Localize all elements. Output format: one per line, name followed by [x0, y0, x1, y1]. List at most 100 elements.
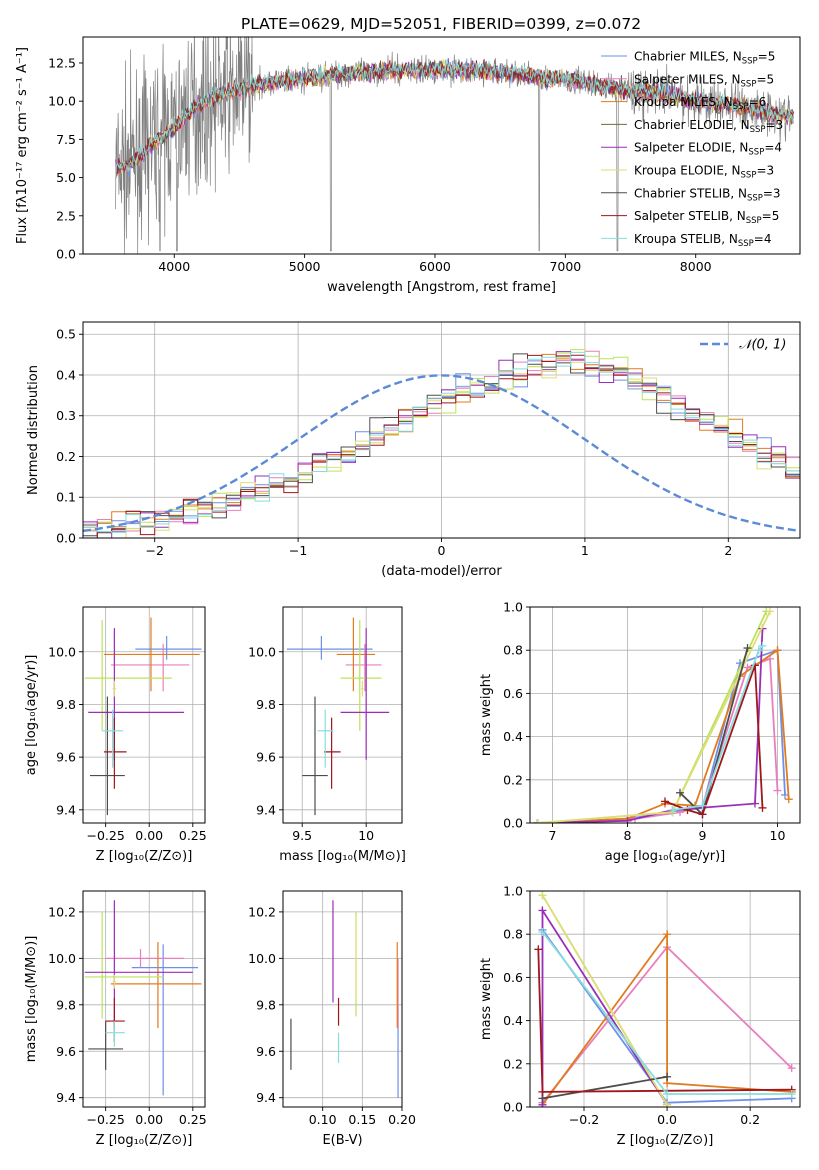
x-tick-label: 0.0: [657, 1112, 677, 1127]
plot-area-mass_vs_Z: [83, 891, 205, 1107]
y-axis-label: mass [log₁₀(M/M⊙)]: [24, 936, 39, 1063]
weight-series-line: [542, 1075, 668, 1100]
x-tick-label: −2: [145, 543, 163, 558]
x-tick-label: 10: [358, 828, 374, 843]
legend-entry: Salpeter STELIB, NSSP=5: [634, 209, 779, 226]
errorbar-point: [286, 635, 373, 660]
y-tick-label: 9.4: [256, 1090, 276, 1105]
legend-entry: 𝒩(0, 1): [739, 338, 786, 353]
weight-marker: [623, 816, 632, 823]
y-tick-label: 0.4: [503, 729, 523, 744]
weight-marker: [758, 641, 767, 650]
y-tick-label: 10.0: [248, 951, 276, 966]
panel-age_vs_Z: −0.25 0.00 0.25 9.4 9.6 9.8 10.0 Z [log₁₀(Z/Z⊙)…: [24, 606, 207, 864]
y-tick-label: 0.1: [56, 490, 76, 505]
weight-marker: [538, 928, 547, 937]
y-tick-label: 0.8: [503, 927, 523, 942]
axes-frame: [82, 606, 206, 824]
x-axis-label: age [log₁₀(age/yr)]: [605, 849, 726, 864]
x-tick-label: 0.00: [135, 828, 163, 843]
x-tick-label: 0.15: [348, 1112, 376, 1127]
y-tick-label: 9.4: [56, 802, 76, 817]
y-tick-label: 9.4: [56, 1090, 76, 1105]
errorbar-point: [103, 717, 127, 789]
x-axis-label: mass [log₁₀(M/M⊙)]: [279, 849, 406, 864]
y-tick-label: 9.8: [256, 697, 276, 712]
y-tick-label: 10.0: [48, 951, 76, 966]
axes-frame: [282, 890, 403, 1108]
axes-frame: [82, 36, 801, 255]
errorbar-point: [84, 911, 164, 1019]
panel-mass_vs_EBV: 0.10 0.15 0.20 9.4 9.6 9.8 10.0 10.2 E(B-V): [248, 890, 416, 1148]
y-tick-label: 9.8: [56, 997, 76, 1012]
y-tick-label: 5.0: [56, 170, 76, 185]
weight-marker: [663, 1090, 672, 1099]
x-tick-label: 9.5: [292, 828, 312, 843]
y-tick-label: 2.5: [56, 208, 76, 223]
y-tick-label: 0.2: [503, 1056, 523, 1071]
x-tick-label: 0.25: [179, 1112, 207, 1127]
spectrum-legend: Chabrier MILES, NSSP=5 Salpeter MILES, NS…: [601, 50, 783, 249]
weight-marker: [773, 646, 782, 655]
y-tick-label: 0.0: [56, 531, 76, 546]
errorbar-point: [340, 628, 390, 760]
y-tick-label: 0.5: [56, 327, 76, 342]
y-tick-label: 1.0: [503, 884, 523, 899]
y-tick-label: 9.8: [56, 697, 76, 712]
x-tick-label: 2: [724, 543, 732, 558]
y-tick-label: 9.8: [256, 997, 276, 1012]
y-tick-label: 10.0: [48, 94, 76, 109]
x-axis-label: Z [log₁₀(Z/Z⊙)]: [96, 849, 193, 864]
weight-series-line: [672, 645, 764, 811]
plot-area-weight_vs_age: [530, 607, 800, 823]
errorbar-point: [135, 635, 202, 660]
x-tick-label: 10: [770, 828, 786, 843]
y-tick-label: 0.0: [503, 1100, 523, 1115]
plot-area-weight_vs_Z: [530, 891, 800, 1107]
hist-series-step: [83, 351, 800, 533]
x-axis-label: wavelength [Angstrom, rest frame]: [327, 280, 556, 295]
y-axis-label: Flux [fλ10⁻¹⁷ erg cm⁻² s⁻¹ A⁻¹]: [15, 47, 30, 244]
errorbar-point: [345, 643, 382, 692]
figure-title: PLATE=0629, MJD=52051, FIBERID=0399, z=0…: [241, 15, 641, 33]
y-axis-label: mass weight: [479, 958, 494, 1040]
weight-series-line: [541, 931, 792, 1106]
legend-entry: Chabrier ELODIE, NSSP=3: [634, 118, 783, 135]
panel-age_vs_mass: 9.5 10 9.4 9.6 9.8 10.0 mass [log₁₀(M/M⊙)]: [248, 606, 406, 864]
errorbar-point: [323, 717, 341, 789]
x-axis-label: (data-model)/error: [381, 564, 502, 579]
x-tick-label: −0.25: [87, 828, 125, 843]
x-axis-label: Z [log₁₀(Z/Z⊙)]: [617, 1133, 714, 1148]
panel-residual_hist: −2 −1 0 1 2 0.0 0.1 0.2 0.3 0.4 0.5 (data-model)/er…: [26, 321, 801, 579]
y-tick-label: 9.6: [256, 1044, 276, 1059]
errorbar-point: [336, 617, 376, 692]
errorbar-point: [361, 680, 364, 697]
normal-curve: [83, 374, 800, 533]
legend-entry: Kroupa ELODIE, NSSP=3: [634, 164, 774, 181]
y-tick-label: 0.0: [503, 816, 523, 831]
panel-mass_vs_Z: −0.25 0.00 0.25 9.4 9.6 9.8 10.0 10.2 Z [log₁₀(Z…: [24, 890, 207, 1148]
x-tick-label: 8000: [680, 259, 712, 274]
weight-marker: [766, 607, 774, 616]
y-tick-label: 1.0: [503, 600, 523, 615]
errorbar-point: [131, 944, 199, 1096]
spectrum-model-line: [115, 58, 794, 179]
y-tick-label: 0.4: [503, 1013, 523, 1028]
errorbar-point: [317, 709, 333, 768]
y-tick-label: 0.6: [503, 970, 523, 985]
errorbar-point: [302, 696, 328, 816]
weight-marker: [773, 786, 782, 795]
weight-marker: [538, 1087, 547, 1096]
legend-entry: Salpeter MILES, NSSP=5: [634, 72, 774, 89]
legend-entry: Kroupa STELIB, NSSP=4: [634, 232, 772, 249]
panel-weight_vs_age: 7 8 9 10 0.0 0.2 0.4 0.6 0.8 1.0 age [log₁₀(age/yr…: [479, 600, 801, 864]
weight-marker: [663, 930, 672, 939]
weight-marker: [663, 1100, 672, 1107]
x-tick-label: 0.2: [740, 1112, 760, 1127]
weight-marker: [784, 795, 793, 804]
errorbar-point: [112, 680, 117, 697]
weight-marker: [758, 803, 767, 812]
plot-area-spectrum: [115, 37, 794, 254]
axes-frame: [529, 890, 801, 1108]
